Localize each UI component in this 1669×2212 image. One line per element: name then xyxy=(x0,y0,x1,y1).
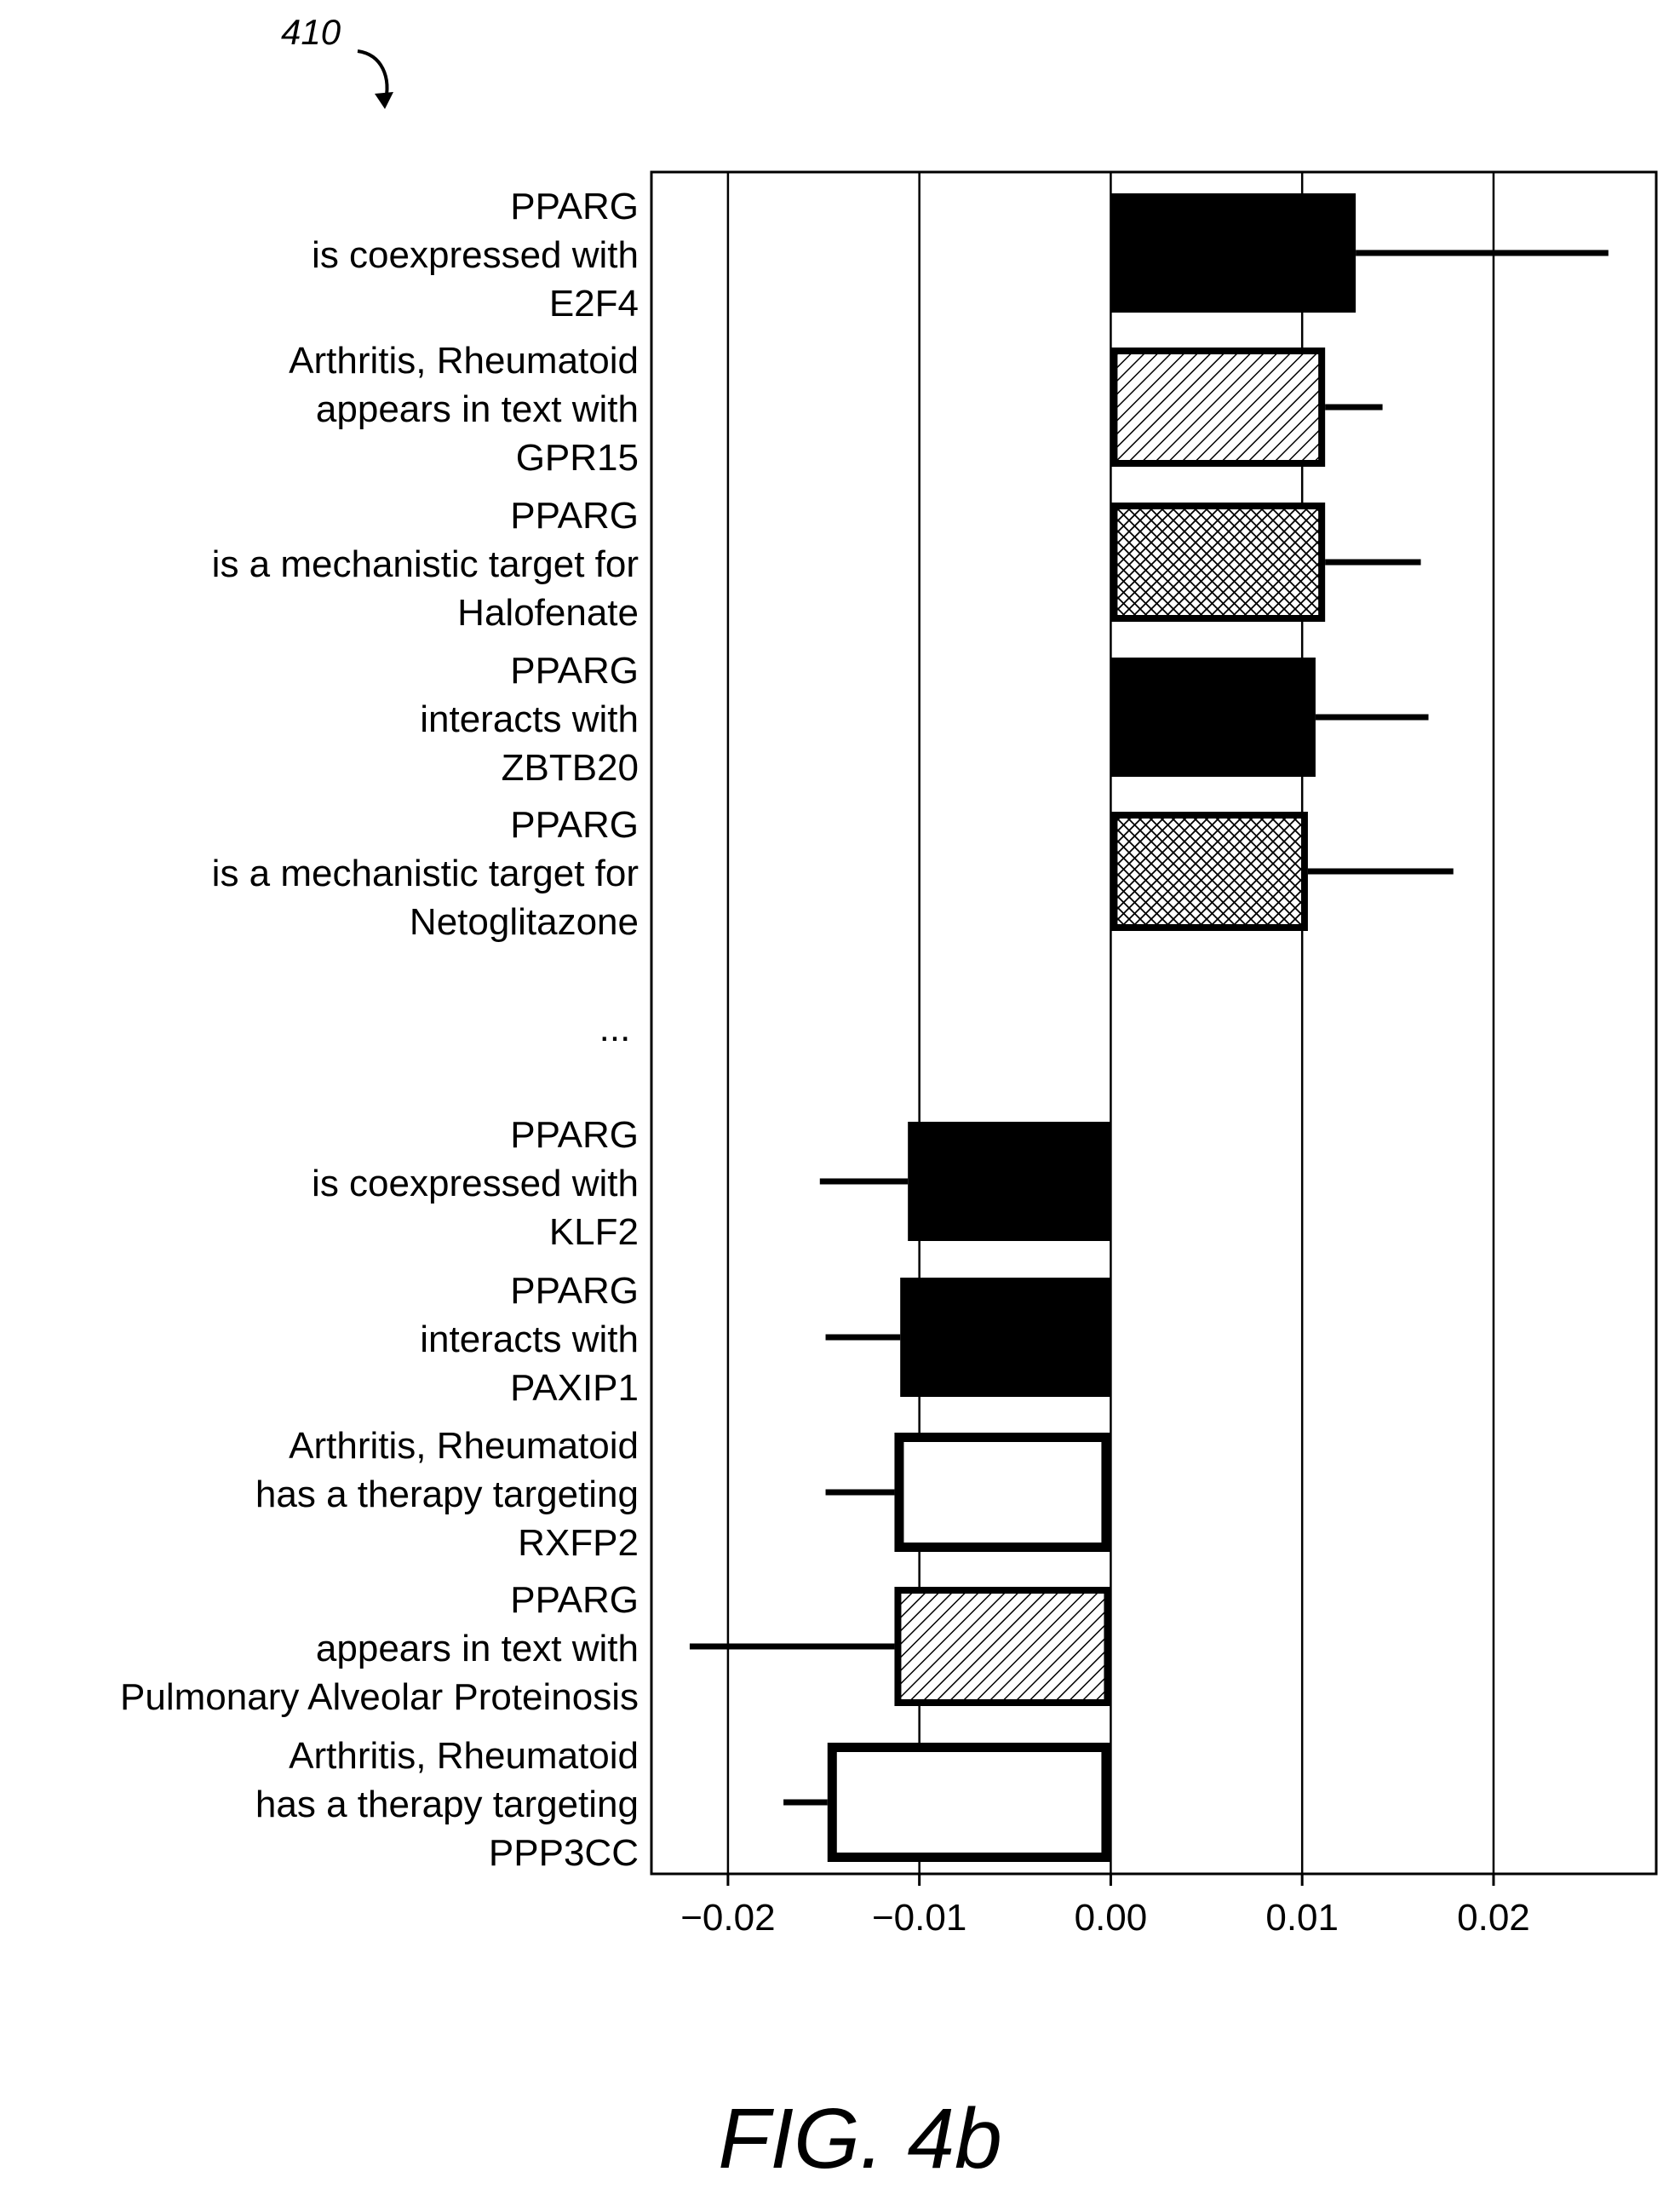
row-label-line: PPARG xyxy=(510,1270,639,1312)
ellipsis-label: ... xyxy=(599,1008,631,1049)
bar xyxy=(827,1743,1111,1862)
row-label-line: GPR15 xyxy=(516,437,639,479)
row-label-line: Pulmonary Alveolar Proteinosis xyxy=(120,1676,639,1718)
row-labels: PPARG is coexpressed with E2F4 Arthritis, R… xyxy=(120,186,639,1874)
row-label-line: PPP3CC xyxy=(489,1832,639,1874)
row-label-line: PPARG xyxy=(510,1114,639,1156)
row-label-line: PPARG xyxy=(510,804,639,846)
row-label-line: is coexpressed with xyxy=(312,1163,639,1204)
row-label-line: Halofenate xyxy=(457,592,639,634)
row-label-line: PPARG xyxy=(510,650,639,692)
row-label-line: Arthritis, Rheumatoid xyxy=(289,1425,639,1467)
row-label-line: interacts with xyxy=(420,698,639,740)
x-tick-label: −0.02 xyxy=(680,1897,775,1939)
x-tick-label: 0.01 xyxy=(1265,1897,1339,1939)
plot-frame xyxy=(650,170,1658,1876)
row-label-line: PPARG xyxy=(510,186,639,227)
row-label-line: PPARG xyxy=(510,1579,639,1621)
row-label-line: has a therapy targeting xyxy=(255,1784,639,1825)
bar xyxy=(908,1122,1111,1241)
bar xyxy=(900,1278,1111,1397)
row-label-line: Netoglitazone xyxy=(410,901,639,943)
row-label-line: is coexpressed with xyxy=(312,234,639,276)
row-label-line: appears in text with xyxy=(316,1628,639,1669)
x-tick-label: −0.01 xyxy=(872,1897,966,1939)
bar xyxy=(1110,193,1356,313)
reference-numeral: 410 xyxy=(281,12,341,52)
row-label-line: PAXIP1 xyxy=(510,1367,639,1409)
row-label-line: ZBTB20 xyxy=(502,747,639,789)
x-tick-label: 0.00 xyxy=(1075,1897,1148,1939)
bar xyxy=(1110,812,1308,931)
row-label-line: is a mechanistic target for xyxy=(212,543,639,585)
bar xyxy=(1110,503,1326,622)
row-label-line: appears in text with xyxy=(316,388,639,430)
bars xyxy=(689,193,1609,1862)
row-label-line: RXFP2 xyxy=(518,1522,639,1564)
reference-arrowhead xyxy=(375,92,393,109)
row-label-line: KLF2 xyxy=(549,1211,639,1253)
row-label-line: PPARG xyxy=(510,495,639,537)
bar xyxy=(1110,348,1326,467)
x-tick-label: 0.02 xyxy=(1457,1897,1530,1939)
bar xyxy=(894,1587,1111,1706)
row-label-line: E2F4 xyxy=(549,283,639,325)
row-label-line: interacts with xyxy=(420,1319,639,1360)
bar xyxy=(894,1433,1111,1552)
row-label-line: is a mechanistic target for xyxy=(212,853,639,894)
bar xyxy=(1110,658,1316,777)
figure-caption: FIG. 4b xyxy=(718,2091,1001,2186)
row-label-line: has a therapy targeting xyxy=(255,1474,639,1515)
row-label-line: Arthritis, Rheumatoid xyxy=(289,1735,639,1777)
x-axis-ticks: −0.02 −0.01 0.00 0.01 0.02 xyxy=(680,1874,1530,1939)
row-label-line: Arthritis, Rheumatoid xyxy=(289,340,639,382)
